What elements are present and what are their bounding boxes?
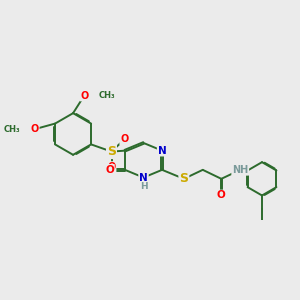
Text: O: O (120, 134, 128, 144)
Text: N: N (158, 146, 167, 156)
Text: H: H (140, 182, 147, 191)
Text: N: N (139, 172, 148, 182)
Text: O: O (105, 165, 114, 175)
Text: CH₃: CH₃ (99, 91, 115, 100)
Text: O: O (80, 91, 88, 100)
Text: O: O (217, 190, 226, 200)
Text: O: O (31, 124, 39, 134)
Text: S: S (179, 172, 188, 185)
Text: O: O (107, 162, 116, 172)
Text: NH: NH (232, 165, 248, 175)
Text: S: S (107, 145, 116, 158)
Text: CH₃: CH₃ (4, 125, 20, 134)
